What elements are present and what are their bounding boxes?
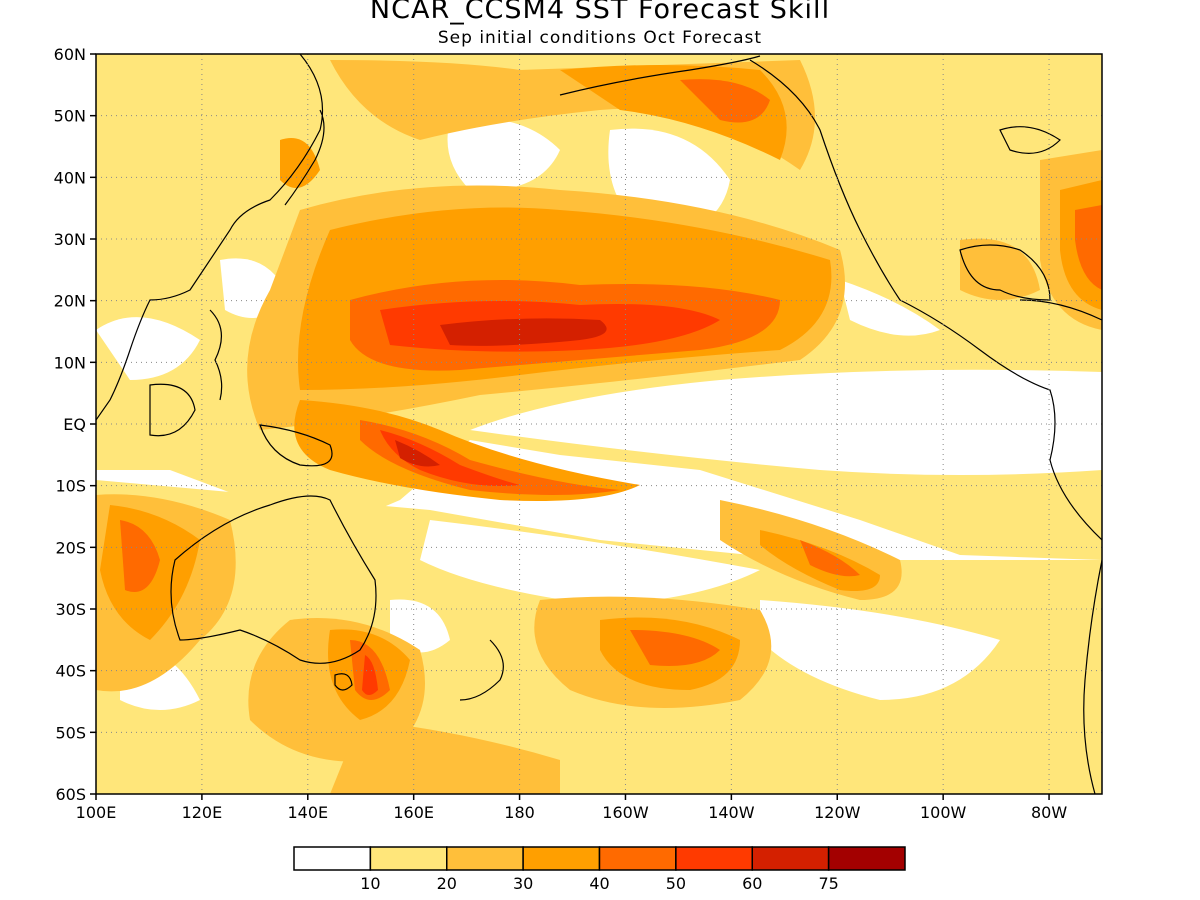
lat-tick-label: 50S: [55, 723, 86, 742]
legend-label: 40: [589, 874, 609, 893]
color-legend: 10 20 30 40 50 60 75: [293, 846, 906, 893]
alaska: [559, 55, 761, 96]
legend-label: 20: [437, 874, 457, 893]
lat-tick-label: 40S: [55, 662, 86, 681]
north-america-coast: [749, 59, 1102, 541]
latitude-axis: 60N 50N 40N 30N 20N 10N EQ 10S 20S 30S 40S 50S 60S: [54, 45, 96, 804]
legend-label: 75: [818, 874, 838, 893]
tasmania: [334, 673, 353, 691]
legend-label: 10: [360, 874, 380, 893]
new-guinea: [259, 424, 333, 467]
coastlines: [96, 54, 1102, 794]
lon-tick-label: 80W: [1031, 803, 1067, 822]
lat-tick-label: 60S: [55, 785, 86, 804]
asia-coast: [96, 54, 324, 421]
lon-tick-label: 160E: [393, 803, 434, 822]
legend-swatch: [751, 846, 830, 871]
lat-tick-label: 50N: [54, 107, 86, 126]
lon-tick-label: 160W: [602, 803, 649, 822]
lon-tick-label: 140W: [708, 803, 755, 822]
japan: [284, 109, 325, 206]
lat-tick-label: 30N: [54, 230, 86, 249]
legend-label: 60: [742, 874, 762, 893]
legend-swatch: [598, 846, 677, 871]
philippines: [209, 309, 223, 401]
borneo: [149, 383, 196, 437]
new-zealand: [459, 639, 504, 701]
grid-lines: [96, 54, 1102, 794]
lat-tick-label: 10N: [54, 353, 86, 372]
great-lakes: [999, 126, 1061, 154]
lon-tick-label: 100W: [920, 803, 967, 822]
caribbean: [1019, 299, 1102, 321]
lat-tick-label: 30S: [55, 600, 86, 619]
australia: [170, 495, 377, 664]
lat-tick-label: EQ: [63, 415, 86, 434]
lat-tick-label: 20N: [54, 292, 86, 311]
lon-tick-label: 120W: [814, 803, 861, 822]
legend-swatch: [522, 846, 601, 871]
legend-swatch: [675, 846, 753, 871]
lon-tick-label: 100E: [76, 803, 117, 822]
south-america-coast: [1083, 559, 1102, 794]
legend-label: 50: [666, 874, 686, 893]
chart-title: NCAR_CCSM4 SST Forecast Skill: [369, 0, 831, 25]
longitude-axis: 100E 120E 140E 160E 180 160W 140W 120W 100W 80W: [76, 794, 1067, 822]
legend-label: 30: [513, 874, 533, 893]
lon-tick-label: 140E: [287, 803, 328, 822]
lat-tick-label: 20S: [55, 538, 86, 557]
lat-tick-label: 40N: [54, 168, 86, 187]
legend-swatch: [293, 846, 372, 871]
lon-tick-label: 180: [504, 803, 535, 822]
lat-tick-label: 10S: [55, 477, 86, 496]
lon-tick-label: 120E: [182, 803, 223, 822]
lat-tick-label: 60N: [54, 45, 86, 64]
gulf-of-mexico: [959, 244, 1051, 301]
legend-swatch: [369, 846, 448, 871]
skill-field: [96, 54, 1102, 794]
chart-subtitle: Sep initial conditions Oct Forecast: [437, 28, 763, 48]
legend-swatch: [827, 846, 906, 871]
legend-swatch: [446, 846, 524, 871]
